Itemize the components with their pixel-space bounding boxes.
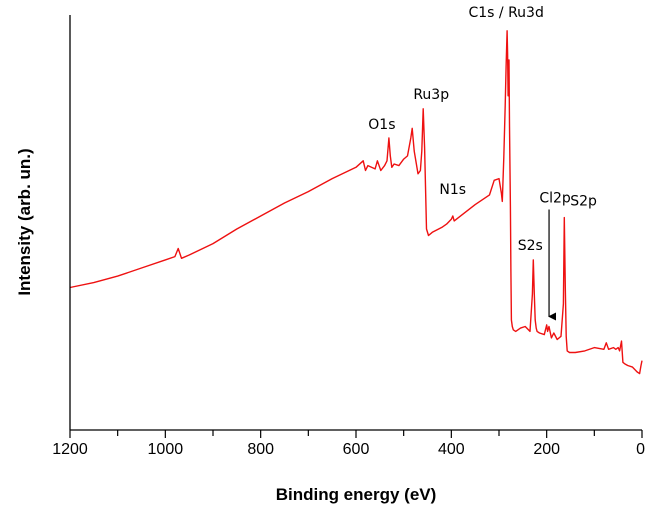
x-tick-label: 400 <box>438 441 465 458</box>
x-axis-title: Binding energy (eV) <box>276 485 437 504</box>
x-tick-label: 1200 <box>52 441 88 458</box>
peak-label: Ru3p <box>413 87 449 103</box>
x-tick-label: 1000 <box>148 441 184 458</box>
peak-label: S2p <box>570 194 597 210</box>
x-tick-label: 600 <box>343 441 370 458</box>
peak-label: O1s <box>368 117 395 133</box>
peak-label: S2s <box>518 238 543 254</box>
peak-label: C1s / Ru3d <box>468 5 543 21</box>
x-ticks: 1200 1000 800 600 400 200 0 <box>52 430 645 458</box>
x-tick-label: 0 <box>636 441 645 458</box>
series-line-0 <box>69 30 643 375</box>
peak-label: N1s <box>439 182 466 198</box>
peak-label: Cl2p <box>539 191 571 207</box>
y-axis-title: Intensity (arb. un.) <box>15 148 34 295</box>
annotations: C1s / Ru3d Ru3p O1s N1s Cl2p S2s S2p <box>368 5 597 321</box>
plot-area <box>69 30 643 375</box>
x-tick-label: 200 <box>533 441 560 458</box>
x-tick-label: 800 <box>247 441 274 458</box>
